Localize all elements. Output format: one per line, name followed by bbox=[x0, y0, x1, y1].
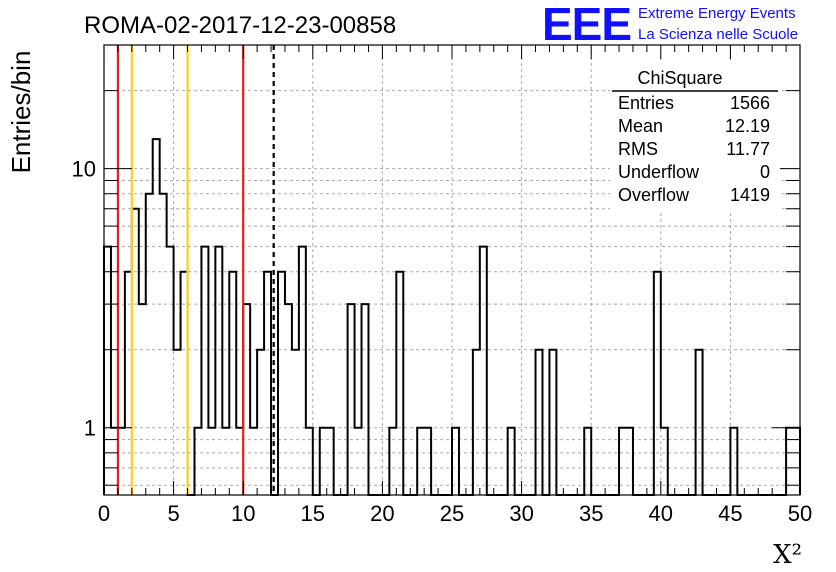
x-tick-label: 50 bbox=[788, 501, 812, 526]
histogram-bar bbox=[619, 428, 626, 495]
histogram-bar bbox=[536, 350, 543, 495]
histogram-bar bbox=[396, 272, 403, 495]
histogram-bar bbox=[306, 428, 313, 495]
logo-text: EEE bbox=[542, 0, 631, 50]
histogram-bar bbox=[473, 350, 480, 495]
histogram-bar bbox=[292, 350, 299, 495]
histogram-bar bbox=[480, 247, 487, 495]
histogram-bar bbox=[389, 428, 396, 495]
histogram-bar bbox=[153, 139, 160, 495]
histogram-bar bbox=[264, 272, 271, 495]
x-tick-label: 30 bbox=[509, 501, 533, 526]
histogram-bar bbox=[278, 272, 285, 495]
stats-row-label: Entries bbox=[618, 93, 674, 113]
logo-line-2: La Scienza nelle Scuole bbox=[638, 26, 798, 43]
histogram-bar bbox=[626, 428, 633, 495]
histogram-bar bbox=[362, 304, 369, 495]
histogram-bar bbox=[194, 428, 201, 495]
histogram-bar bbox=[654, 272, 661, 495]
histogram-bar bbox=[215, 247, 222, 495]
logo-line-1: Extreme Energy Events bbox=[638, 5, 796, 22]
stats-rows: Entries 1566 Mean 12.19 RMS 11.77 Underflow 0 Ov… bbox=[618, 93, 770, 205]
x-tick-labels: 0 5 10 15 20 25 30 35 40 45 50 bbox=[98, 501, 812, 526]
histogram-bar bbox=[584, 428, 591, 495]
stats-row-value: 1419 bbox=[730, 185, 770, 205]
x-tick-label: 35 bbox=[579, 501, 603, 526]
x-tick-label: 10 bbox=[231, 501, 255, 526]
reference-lines bbox=[116, 45, 275, 495]
histogram-bar bbox=[201, 247, 208, 495]
y-tick-label: 1 bbox=[84, 416, 96, 441]
histogram-bar bbox=[508, 428, 515, 495]
histogram-bar bbox=[299, 247, 306, 495]
histogram-bar bbox=[139, 304, 146, 495]
x-tick-label: 15 bbox=[301, 501, 325, 526]
stats-row-label: Underflow bbox=[618, 162, 700, 182]
x-tick-label: 5 bbox=[167, 501, 179, 526]
x-axis-label: X² bbox=[773, 540, 802, 570]
stats-row-value: 12.19 bbox=[725, 116, 770, 136]
histogram-bar bbox=[174, 350, 181, 495]
histogram-bar bbox=[229, 272, 236, 495]
chart-title: ROMA-02-2017-12-23-00858 bbox=[84, 12, 396, 39]
x-tick-label: 40 bbox=[649, 501, 673, 526]
histogram-bar bbox=[160, 194, 167, 495]
x-tick-label: 20 bbox=[370, 501, 394, 526]
y-tick-label: 10 bbox=[72, 157, 96, 182]
axis-ticks bbox=[103, 45, 801, 495]
histogram-bar bbox=[348, 304, 355, 495]
histogram-bar bbox=[257, 350, 264, 495]
stats-box-background bbox=[610, 62, 780, 212]
histogram-bar bbox=[549, 350, 556, 495]
x-tick-label: 45 bbox=[718, 501, 742, 526]
stats-box-title: ChiSquare bbox=[637, 68, 722, 88]
x-tick-label: 25 bbox=[440, 501, 464, 526]
histogram-bar bbox=[424, 428, 431, 495]
histogram-bar bbox=[285, 304, 292, 495]
histogram-bar bbox=[661, 428, 668, 495]
histogram-bar bbox=[146, 194, 153, 495]
histogram-bar bbox=[730, 428, 737, 495]
stats-row-label: RMS bbox=[618, 139, 658, 159]
histogram-bar bbox=[208, 428, 215, 495]
histogram-bar bbox=[355, 428, 362, 495]
histogram-bar bbox=[417, 428, 424, 495]
histogram-bar bbox=[452, 428, 459, 495]
y-tick-labels: 1 10 bbox=[72, 157, 96, 441]
histogram-bar bbox=[222, 428, 229, 495]
histogram-bar bbox=[696, 350, 703, 495]
stats-row-value: 11.77 bbox=[726, 139, 770, 159]
stats-row-value: 0 bbox=[760, 162, 770, 182]
y-axis-label: Entries/bin bbox=[6, 51, 36, 174]
stats-row-value: 1566 bbox=[730, 93, 770, 113]
histogram-bar bbox=[320, 428, 327, 495]
histogram-bar bbox=[327, 428, 334, 495]
histogram-bar bbox=[104, 247, 111, 495]
eee-logo: EEE Extreme Energy Events La Scienza nel… bbox=[542, 0, 798, 50]
stats-row-label: Mean bbox=[618, 116, 663, 136]
histogram-bar bbox=[250, 428, 257, 495]
x-tick-label: 0 bbox=[98, 501, 110, 526]
stats-row-label: Overflow bbox=[618, 185, 690, 205]
histogram-bar bbox=[167, 247, 174, 495]
stats-box: ChiSquare Entries 1566 Mean 12.19 RMS 11.77 Un… bbox=[610, 62, 780, 212]
